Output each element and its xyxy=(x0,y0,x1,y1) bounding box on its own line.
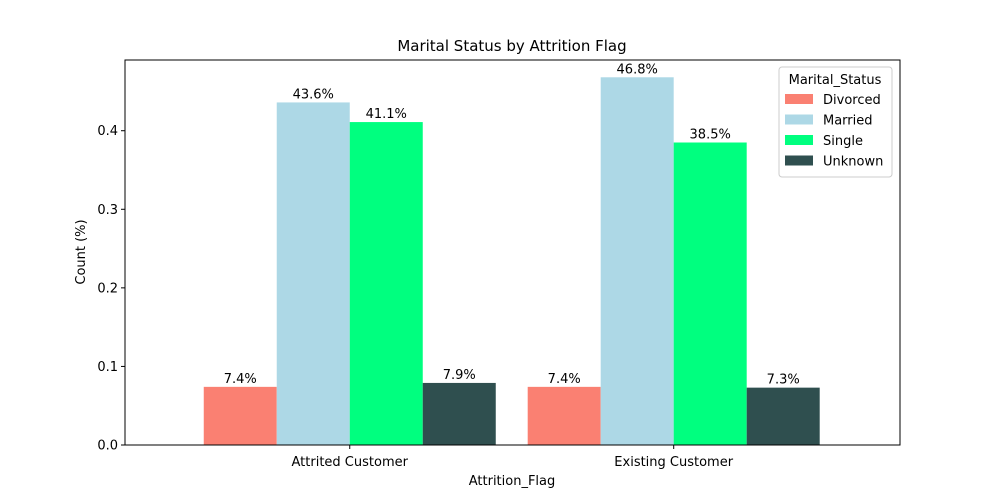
legend-label-single: Single xyxy=(823,134,863,149)
legend-swatch-divorced xyxy=(785,94,813,104)
bar-label-single-2: 38.5% xyxy=(690,128,731,143)
legend-swatch-single xyxy=(785,135,813,145)
y-tick-label: 0.3 xyxy=(97,203,118,218)
bar-label-divorced-2: 7.4% xyxy=(548,372,581,387)
bar-labels-layer: 7.4% 43.6% 41.1% 7.9% 7.4% 46.8% 38.5% 7.3% xyxy=(224,62,800,387)
legend-swatch-unknown xyxy=(785,155,813,166)
legend-label-divorced: Divorced xyxy=(823,93,881,108)
x-axis: Attrited Customer Existing Customer xyxy=(292,445,734,470)
y-tick-label: 0.4 xyxy=(97,124,118,139)
bar-married-1 xyxy=(276,102,350,445)
bar-divorced-1 xyxy=(203,386,277,445)
bar-label-unknown-2: 7.3% xyxy=(767,373,800,388)
bar-label-divorced-1: 7.4% xyxy=(224,372,257,387)
bar-unknown-1 xyxy=(422,382,496,445)
y-tick-label: 0.0 xyxy=(97,439,118,454)
legend-label-unknown: Unknown xyxy=(823,155,883,170)
legend-swatch-married xyxy=(785,114,813,125)
legend-title: Marital_Status xyxy=(789,73,882,88)
bar-label-married-1: 43.6% xyxy=(293,87,334,102)
bars-layer xyxy=(203,77,820,446)
y-tick-label: 0.2 xyxy=(97,281,118,296)
bar-single-2 xyxy=(673,142,747,445)
x-axis-label: Attrition_Flag xyxy=(469,474,556,489)
bar-label-unknown-1: 7.9% xyxy=(443,368,476,383)
legend: Marital_Status Divorced Married Single Unkn… xyxy=(778,66,893,178)
bar-single-1 xyxy=(349,122,423,446)
bar-divorced-2 xyxy=(527,386,601,445)
bar-married-2 xyxy=(600,77,674,446)
bar-label-single-1: 41.1% xyxy=(366,107,407,122)
x-tick-label: Existing Customer xyxy=(614,455,733,470)
y-axis: 0.0 0.1 0.2 0.3 0.4 xyxy=(97,124,125,454)
bar-unknown-2 xyxy=(746,387,820,445)
legend-label-married: Married xyxy=(823,114,873,129)
x-tick-label: Attrited Customer xyxy=(292,455,409,470)
chart-title: Marital Status by Attrition Flag xyxy=(397,37,626,55)
y-tick-label: 0.1 xyxy=(97,360,118,375)
y-axis-label: Count (%) xyxy=(74,219,89,284)
bar-label-married-2: 46.8% xyxy=(617,62,658,77)
plot-frame xyxy=(124,59,901,446)
